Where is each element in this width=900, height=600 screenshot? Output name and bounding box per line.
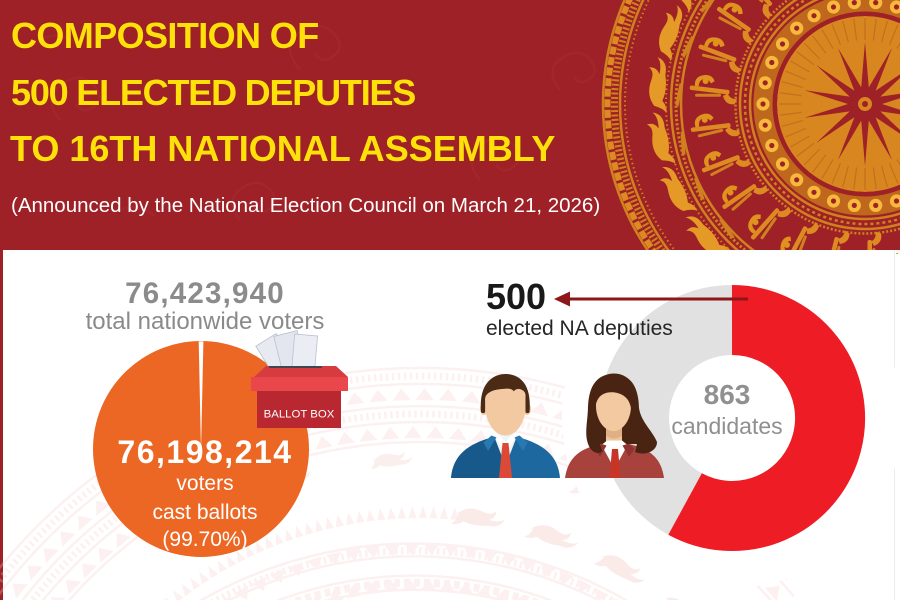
svg-text:BALLOT BOX: BALLOT BOX — [264, 409, 335, 421]
